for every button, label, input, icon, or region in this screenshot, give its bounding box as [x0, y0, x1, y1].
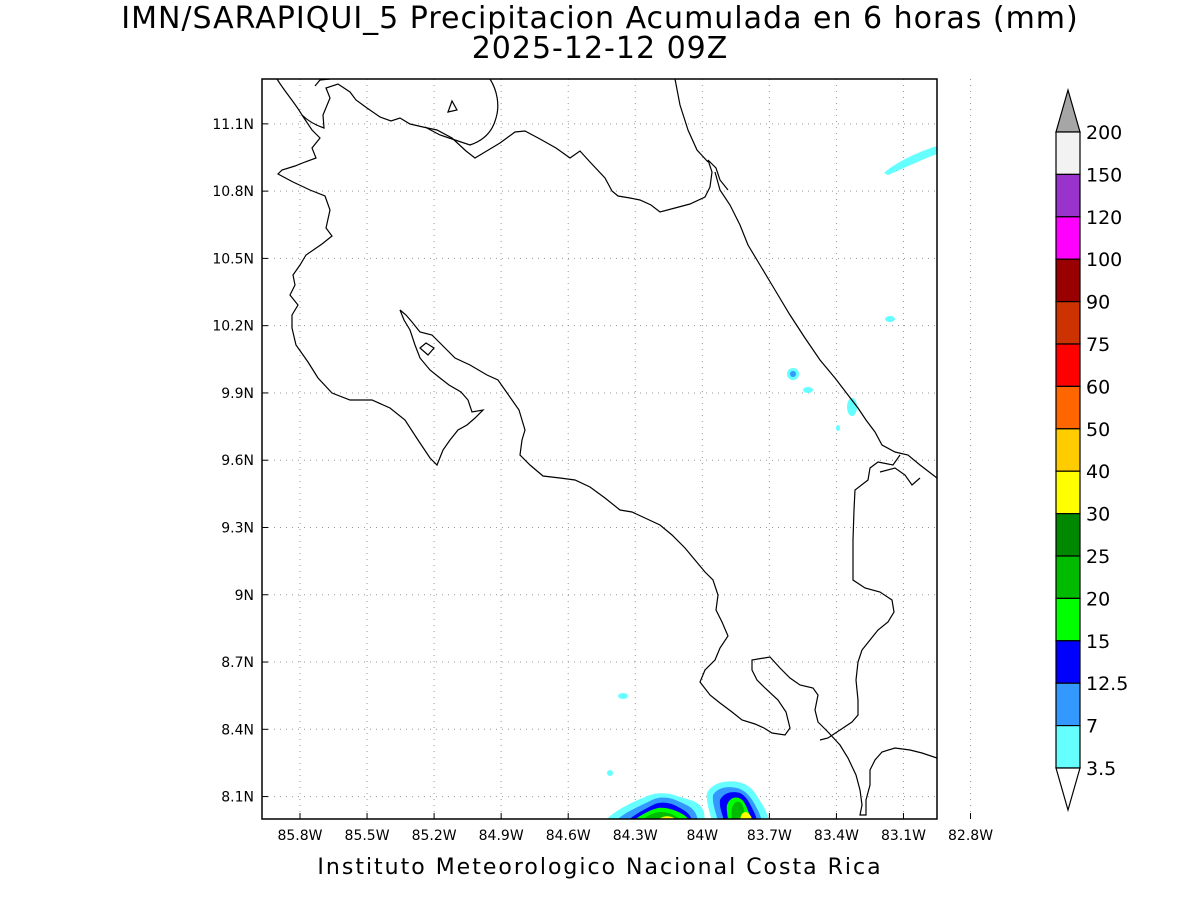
precip-area: [884, 146, 937, 175]
colorbar-swatch: [1055, 640, 1081, 684]
latitude-label: 8.1N: [221, 790, 254, 806]
colorbar-swatch: [1055, 385, 1081, 430]
longitude-label: 83.7W: [747, 828, 792, 844]
longitude-label: 85.2W: [412, 828, 457, 844]
latitude-label: 11.1N: [212, 117, 254, 133]
coastlines: [276, 79, 937, 816]
colorbar-bottom-arrow: [1055, 767, 1081, 813]
colorbar-legend: 200 150 120 100 90 75 60 50 40 30 25 20 15 12.5 7 3.5: [1055, 87, 1128, 813]
colorbar-swatch: [1055, 173, 1081, 218]
colorbar-swatch: [1055, 682, 1081, 727]
latitude-label: 9N: [235, 588, 254, 604]
longitude-label: 85.8W: [277, 828, 322, 844]
colorbar-level-label: 40: [1086, 461, 1110, 483]
latitude-label: 9.3N: [221, 520, 254, 536]
map-gridlines: [262, 79, 972, 819]
latitude-label: 8.4N: [221, 722, 254, 738]
precipitation-field: [606, 146, 937, 819]
colorbar-swatch: [1055, 258, 1081, 303]
precip-area: [790, 371, 796, 377]
map-subtitle-datetime: 2025-12-12 09Z: [471, 31, 729, 66]
longitude-label: 83.4W: [814, 828, 859, 844]
longitude-label: 85.5W: [345, 828, 390, 844]
latitude-label: 9.9N: [221, 386, 254, 402]
colorbar-swatch: [1055, 555, 1081, 600]
precip-area: [803, 387, 813, 393]
map-title: IMN/SARAPIQUI_5 Precipitacion Acumulada …: [121, 1, 1079, 36]
coastline: [879, 467, 921, 486]
colorbar-level-label: 15: [1086, 631, 1110, 653]
latitude-label: 9.6N: [221, 453, 254, 469]
colorbar-level-label: 100: [1086, 249, 1122, 271]
colorbar-level-label: 12.5: [1086, 673, 1128, 695]
longitude-axis-labels: 85.8W 85.5W 85.2W 84.9W 84.6W 84.3W 84W 83.7W 83…: [277, 828, 993, 844]
colorbar-level-label: 150: [1086, 164, 1122, 186]
colorbar-swatch: [1055, 512, 1081, 557]
footer-credit: Instituto Meteorologico Nacional Costa R…: [317, 855, 883, 880]
colorbar-level-label: 50: [1086, 419, 1110, 441]
colorbar-level-label: 7: [1086, 716, 1098, 738]
longitude-label: 84W: [686, 828, 718, 844]
colorbar-level-label: 200: [1086, 122, 1122, 144]
precip-area: [618, 693, 628, 699]
coastline: [314, 79, 331, 87]
latitude-axis-labels: 11.1N 10.8N 10.5N 10.2N 9.9N 9.6N 9.3N 9N 8.7N 8.…: [212, 117, 254, 806]
colorbar-level-label: 75: [1086, 334, 1110, 356]
longitude-label: 83.1W: [881, 828, 926, 844]
colorbar-swatch: [1055, 470, 1081, 515]
longitude-label: 82.8W: [948, 828, 993, 844]
colorbar-swatch: [1055, 343, 1081, 388]
lake-island: [419, 342, 435, 356]
colorbar-top-arrow: [1055, 87, 1081, 133]
latitude-label: 10.2N: [212, 319, 254, 335]
lake-island: [447, 99, 458, 113]
coastline: [424, 79, 499, 146]
colorbar-swatch: [1055, 597, 1081, 642]
precip-area: [740, 812, 753, 819]
latitude-label: 10.8N: [212, 184, 254, 200]
coastline: [714, 171, 937, 479]
colorbar-swatch: [1055, 131, 1081, 176]
longitude-label: 84.9W: [479, 828, 524, 844]
longitude-label: 84.3W: [613, 828, 658, 844]
coastline: [276, 79, 729, 213]
colorbar-level-label: 90: [1086, 292, 1110, 314]
colorbar-swatch: [1055, 724, 1081, 769]
colorbar-level-label: 120: [1086, 207, 1122, 229]
precip-area: [607, 770, 613, 776]
latitude-label: 8.7N: [221, 655, 254, 671]
colorbar-level-label: 30: [1086, 504, 1110, 526]
longitude-label: 84.6W: [546, 828, 591, 844]
colorbar-level-label: 60: [1086, 376, 1110, 398]
precip-area: [836, 425, 840, 431]
colorbar-swatch: [1055, 216, 1081, 260]
colorbar-level-label: 20: [1086, 588, 1110, 610]
colorbar-swatch: [1055, 428, 1081, 472]
coastline: [277, 114, 937, 816]
map-frame: [261, 78, 938, 820]
precip-area: [885, 316, 895, 322]
latitude-label: 10.5N: [212, 251, 254, 267]
coastline: [674, 79, 709, 163]
colorbar-level-label: 25: [1086, 546, 1110, 568]
colorbar-swatch: [1055, 301, 1081, 345]
country-border: [819, 454, 901, 741]
colorbar-level-label: 3.5: [1086, 758, 1116, 780]
